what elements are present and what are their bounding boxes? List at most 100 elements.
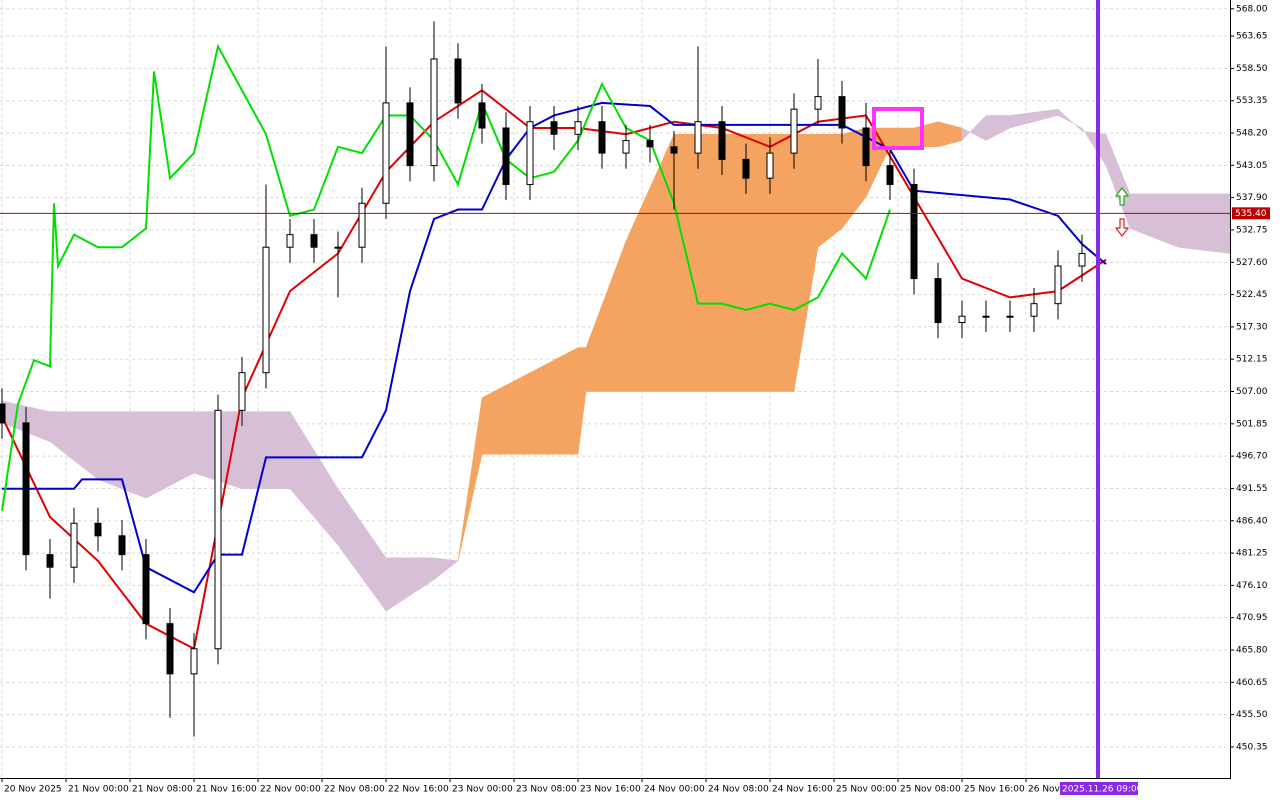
overlay bbox=[0, 0, 1230, 778]
x-tick-label: 25 Nov 08:00 bbox=[900, 785, 961, 795]
candle-body bbox=[94, 522, 102, 537]
grid bbox=[0, 0, 1230, 778]
candle-body bbox=[166, 623, 174, 675]
candle-body bbox=[1078, 252, 1086, 267]
y-tick-label: 507.00 bbox=[1236, 387, 1268, 397]
candle-body bbox=[910, 183, 918, 280]
y-tick-label: 501.85 bbox=[1236, 419, 1268, 429]
y-tick-label: 512.15 bbox=[1236, 355, 1268, 365]
y-tick-label: 527.60 bbox=[1236, 258, 1268, 268]
x-tick-label: 23 Nov 08:00 bbox=[516, 785, 577, 795]
candles bbox=[0, 21, 1086, 737]
candle-body bbox=[70, 522, 78, 568]
x-tick-label: 21 Nov 16:00 bbox=[196, 785, 257, 795]
y-tick-label: 563.65 bbox=[1236, 32, 1268, 42]
y-tick-label: 496.70 bbox=[1236, 452, 1268, 462]
y-tick-label: 537.90 bbox=[1236, 193, 1268, 203]
x-tick-label: 22 Nov 16:00 bbox=[388, 785, 449, 795]
y-tick-label: 522.45 bbox=[1236, 290, 1268, 300]
candle-body bbox=[46, 554, 54, 568]
y-tick-label: 568.00 bbox=[1236, 4, 1268, 14]
x-tick-label: 20 Nov 2025 bbox=[4, 785, 62, 795]
candle-body bbox=[742, 158, 750, 179]
candle-body bbox=[0, 403, 6, 424]
cloud-segment bbox=[433, 557, 459, 581]
candle-body bbox=[790, 108, 798, 154]
candle-body bbox=[214, 409, 222, 650]
candle-body bbox=[958, 315, 966, 323]
y-tick-label: 553.35 bbox=[1236, 96, 1268, 106]
candle-body bbox=[934, 278, 942, 323]
ichimoku-cloud bbox=[1, 108, 1231, 612]
candle-body bbox=[574, 121, 582, 135]
y-tick-label: 481.25 bbox=[1236, 549, 1268, 559]
candle-body bbox=[406, 102, 414, 167]
candle-body bbox=[646, 140, 654, 148]
candle-body bbox=[526, 121, 534, 185]
candle-body bbox=[478, 102, 486, 129]
last-price-label: 535.40 bbox=[1235, 209, 1267, 219]
x-tick-label: 23 Nov 16:00 bbox=[580, 785, 641, 795]
y-tick-label: 460.65 bbox=[1236, 678, 1268, 688]
y-tick-label: 548.20 bbox=[1236, 129, 1268, 139]
last-price-box bbox=[1232, 207, 1270, 220]
x-tick-label: 22 Nov 08:00 bbox=[324, 785, 385, 795]
candle-body bbox=[382, 102, 390, 204]
indicator-line bbox=[2, 101, 1107, 594]
x-tick-label: 24 Nov 08:00 bbox=[708, 785, 769, 795]
candle-body bbox=[622, 140, 630, 154]
candle-body bbox=[598, 121, 606, 154]
y-tick-label: 517.30 bbox=[1236, 322, 1268, 332]
x-tick-label: 23 Nov 00:00 bbox=[452, 785, 513, 795]
candle-body bbox=[886, 165, 894, 185]
sell-arrow bbox=[1114, 218, 1130, 237]
candle-body bbox=[310, 234, 318, 248]
x-tick-label: 25 Nov 16:00 bbox=[964, 785, 1025, 795]
y-tick-label: 476.10 bbox=[1236, 581, 1268, 591]
candle-body bbox=[814, 96, 822, 110]
candle-body bbox=[22, 422, 30, 556]
x-tick-label: 21 Nov 00:00 bbox=[68, 785, 129, 795]
x-tick-label: 26 Nov 00:00 bbox=[1028, 785, 1089, 795]
indicator-line bbox=[1, 43, 891, 511]
y-tick-label: 491.55 bbox=[1236, 484, 1268, 494]
cloud-segment bbox=[769, 134, 795, 392]
candle-body bbox=[238, 372, 246, 411]
y-tick-label: 455.50 bbox=[1236, 710, 1268, 720]
x-tick-label: 24 Nov 16:00 bbox=[772, 785, 833, 795]
cloud-segment bbox=[889, 127, 915, 148]
candle-body bbox=[262, 246, 270, 374]
candle-body bbox=[838, 96, 846, 129]
y-tick-label: 465.80 bbox=[1236, 646, 1268, 656]
x-tick-label: 24 Nov 00:00 bbox=[644, 785, 705, 795]
candle-body bbox=[334, 246, 342, 249]
cloud-segment bbox=[241, 411, 291, 490]
buy-arrow bbox=[1114, 187, 1130, 206]
candle-body bbox=[358, 202, 366, 248]
candle-body bbox=[766, 152, 774, 179]
x-tick-label: 21 Nov 08:00 bbox=[132, 785, 193, 795]
candle-body bbox=[190, 648, 198, 675]
x-tick-label: 25 Nov 00:00 bbox=[836, 785, 897, 795]
candle-body bbox=[502, 127, 510, 185]
y-tick-label: 558.50 bbox=[1236, 64, 1268, 74]
cloud-segment bbox=[1177, 193, 1231, 254]
candle-body bbox=[142, 554, 150, 625]
cloud-segment bbox=[817, 134, 843, 248]
candle-body bbox=[430, 58, 438, 167]
candle-body bbox=[550, 121, 558, 135]
candle-body bbox=[286, 234, 294, 248]
candle-body bbox=[1030, 303, 1038, 317]
candle-body bbox=[862, 127, 870, 167]
candle-body bbox=[454, 58, 462, 104]
y-tick-label: 470.95 bbox=[1236, 613, 1268, 623]
y-tick-label: 532.75 bbox=[1236, 225, 1268, 235]
x-tick-label: 22 Nov 00:00 bbox=[260, 785, 321, 795]
candle-body bbox=[1006, 315, 1014, 318]
y-tick-label: 486.40 bbox=[1236, 516, 1268, 526]
cloud-segment bbox=[673, 134, 723, 392]
candle-body bbox=[718, 121, 726, 160]
candle-body bbox=[694, 121, 702, 154]
